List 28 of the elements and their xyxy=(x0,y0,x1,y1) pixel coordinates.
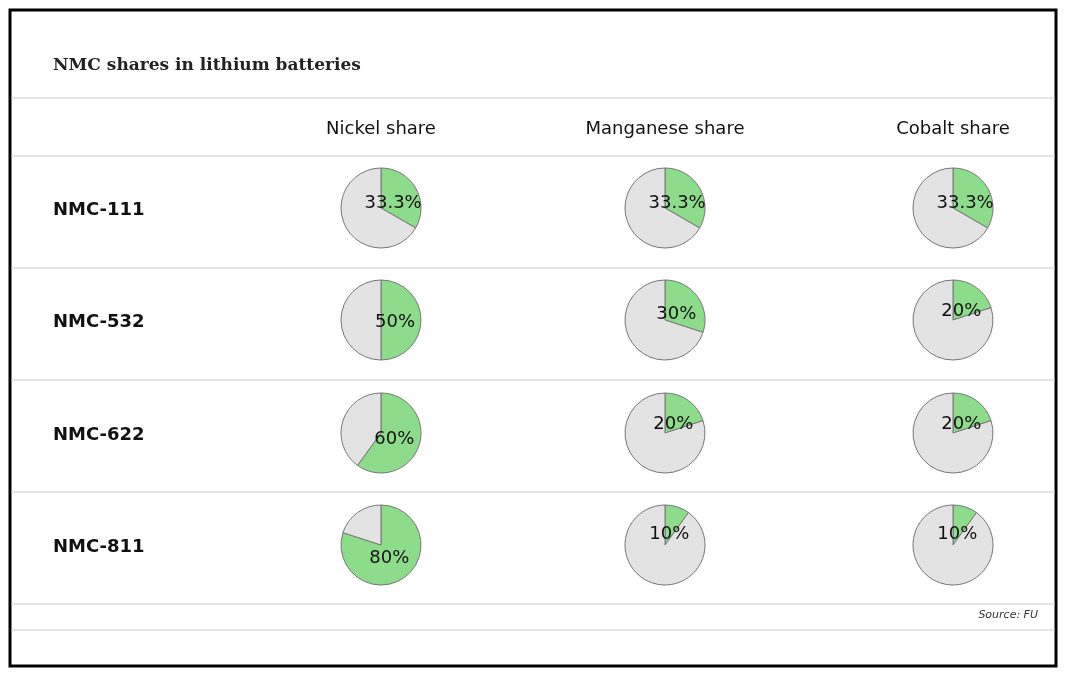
text: NMC-811 xyxy=(53,535,145,556)
data-label: 33.3% xyxy=(364,190,422,212)
pie-slice xyxy=(624,279,704,361)
data-label: 20% xyxy=(941,298,982,320)
pie-slice xyxy=(912,279,994,361)
data-label: 50% xyxy=(374,310,416,331)
data-label: 30% xyxy=(656,301,697,323)
source-note: Source: FU xyxy=(978,608,1038,621)
pie-slice xyxy=(912,392,994,474)
pie-slice xyxy=(624,392,706,474)
data-label: 20% xyxy=(941,411,982,433)
data-label: 20% xyxy=(653,411,694,433)
data-label: 33.3% xyxy=(648,190,706,212)
data-label: 10% xyxy=(649,521,690,543)
pie-slice xyxy=(340,504,422,586)
data-label: 80% xyxy=(369,546,410,568)
data-label: 60% xyxy=(374,427,415,449)
pie-slice xyxy=(912,504,994,586)
text: Nickel share xyxy=(326,117,436,138)
text: NMC-532 xyxy=(53,310,145,331)
text: NMC-111 xyxy=(53,198,145,219)
pie-slice xyxy=(624,504,706,586)
data-label: 33.3% xyxy=(936,190,994,212)
text: NMC-622 xyxy=(53,423,145,444)
text: NMC shares in lithium batteries xyxy=(53,54,361,74)
data-label: 10% xyxy=(937,521,978,543)
text: Cobalt share xyxy=(896,117,1010,138)
text: Manganese share xyxy=(585,117,745,138)
